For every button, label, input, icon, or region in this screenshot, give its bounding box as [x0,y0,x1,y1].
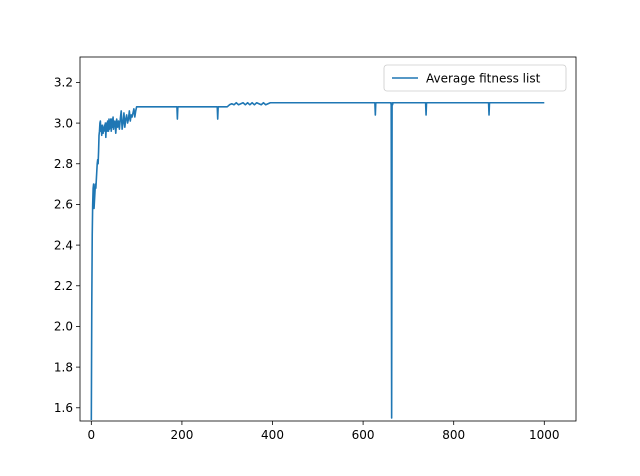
y-tick-label: 2.6 [54,198,73,212]
axes-frame [79,56,577,422]
legend-box [383,64,567,92]
y-tick-label: 3.0 [54,116,73,130]
y-tick-label: 3.2 [54,76,73,90]
y-tick-label: 2.8 [54,157,73,171]
y-tick-label: 2.4 [54,238,73,252]
y-tick-label: 1.8 [54,360,73,374]
x-tick-label: 600 [352,428,375,442]
y-tick-label: 2.2 [54,279,73,293]
plot-area [90,101,545,420]
x-tick-label: 400 [261,428,284,442]
y-tick-label: 1.6 [54,401,73,415]
legend: Average fitness list [383,64,567,92]
x-tick-label: 0 [88,428,96,442]
x-tick-label: 800 [442,428,465,442]
x-tick-label: 1000 [529,428,560,442]
y-tick-label: 2.0 [54,320,73,334]
legend-label: Average fitness list [426,71,541,85]
series-line-1 [90,101,545,420]
x-tick-label: 200 [170,428,193,442]
axes: 0 200 400 600 800 1000 1.6 1.8 2.0 2.2 2.4 2.6 2.8 3.… [54,56,577,442]
